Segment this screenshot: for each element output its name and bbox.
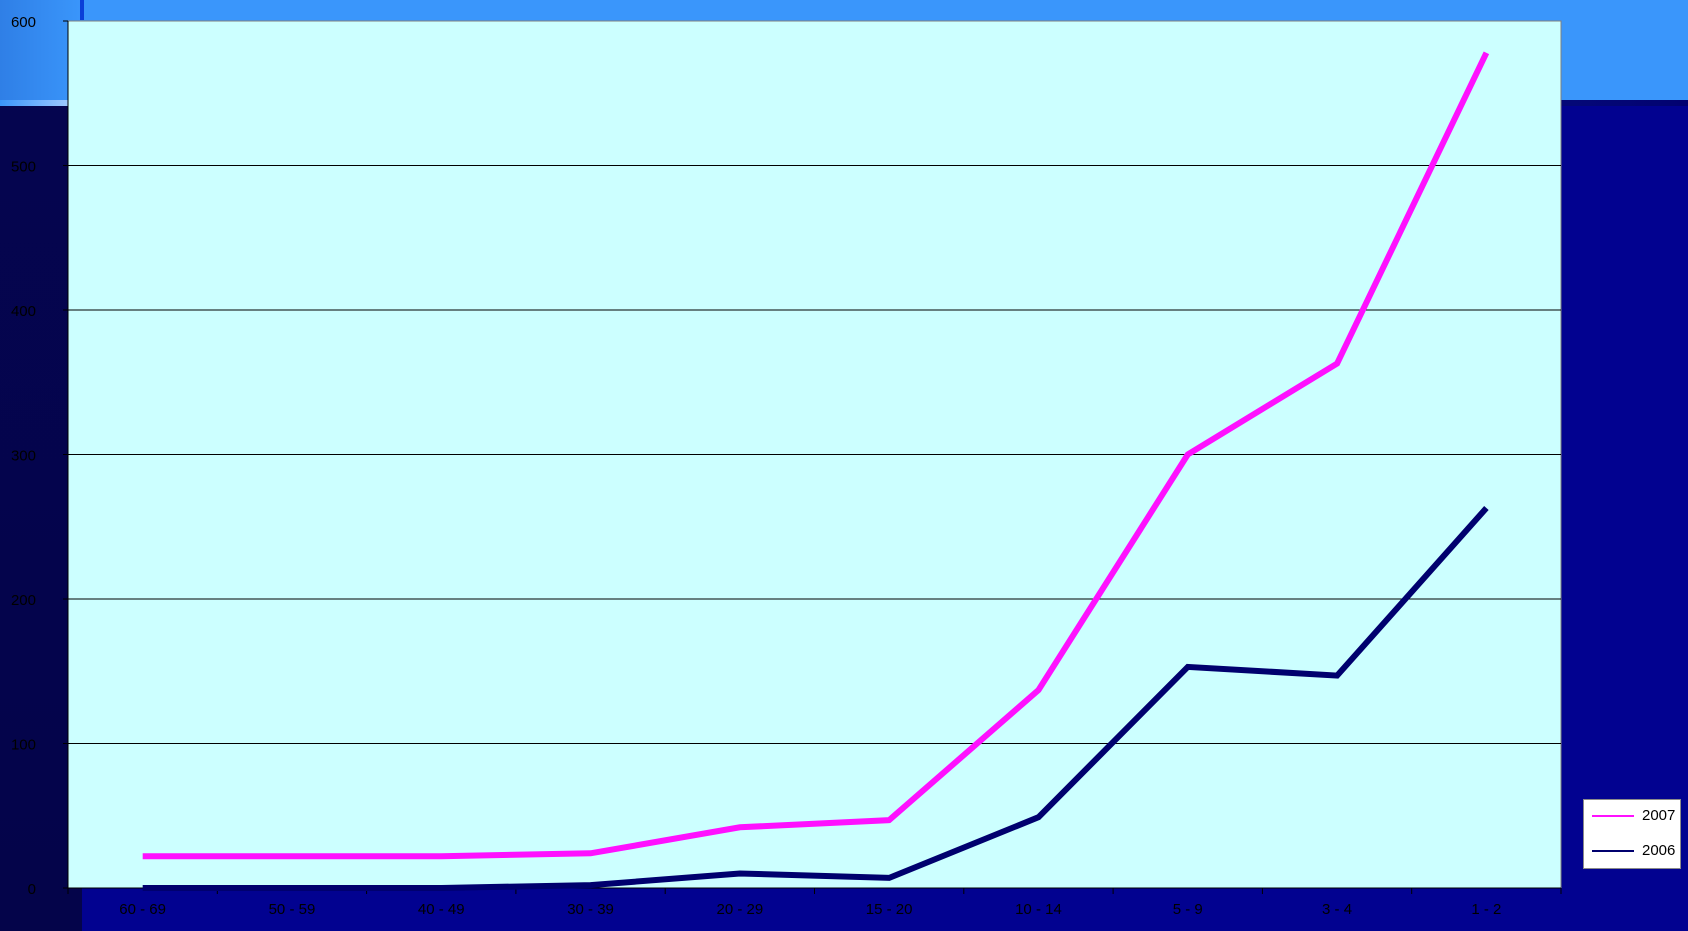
legend-swatch-2007 — [1592, 815, 1634, 817]
series-lines — [142, 51, 1490, 891]
y-tick-label-500: 500 — [11, 159, 36, 176]
y-tick-label-400: 400 — [11, 303, 36, 320]
slide-accent-bar — [80, 0, 84, 20]
series-line-2006 — [142, 506, 1489, 891]
x-tick-label: 3 - 4 — [1322, 901, 1352, 918]
series-line-2007 — [142, 51, 1490, 860]
x-tick-label: 5 - 9 — [1173, 901, 1203, 918]
legend-label-2006: 2006 — [1642, 842, 1676, 859]
x-tick-label: 40 - 49 — [418, 901, 465, 918]
legend-label-2007: 2007 — [1642, 807, 1676, 824]
y-tick-label-300: 300 — [11, 448, 36, 465]
y-tick-label-200: 200 — [11, 592, 36, 609]
y-tick-label-600: 600 — [11, 14, 36, 31]
legend-swatch-2006 — [1592, 850, 1634, 852]
x-tick-label: 20 - 29 — [716, 901, 763, 918]
y-axis: 0 100 200 300 400 500 600 — [11, 14, 69, 898]
gridlines — [68, 165, 1561, 744]
y-tick-label-0: 0 — [28, 881, 36, 898]
legend-item-2007: 2007 — [1592, 806, 1680, 826]
x-tick-label: 30 - 39 — [567, 901, 614, 918]
x-tick-label: 10 - 14 — [1015, 901, 1062, 918]
x-tick-label: 15 - 20 — [866, 901, 913, 918]
x-tick-label: 50 - 59 — [269, 901, 316, 918]
legend: 2007 2006 — [1583, 799, 1681, 869]
legend-item-2006: 2006 — [1592, 841, 1680, 861]
x-tick-label: 1 - 2 — [1471, 901, 1501, 918]
y-tick-label-100: 100 — [11, 737, 36, 754]
x-tick-label: 60 - 69 — [119, 901, 166, 918]
x-axis: 60 - 69 50 - 59 40 - 49 30 - 39 20 - 29 15 - … — [67, 887, 1562, 918]
